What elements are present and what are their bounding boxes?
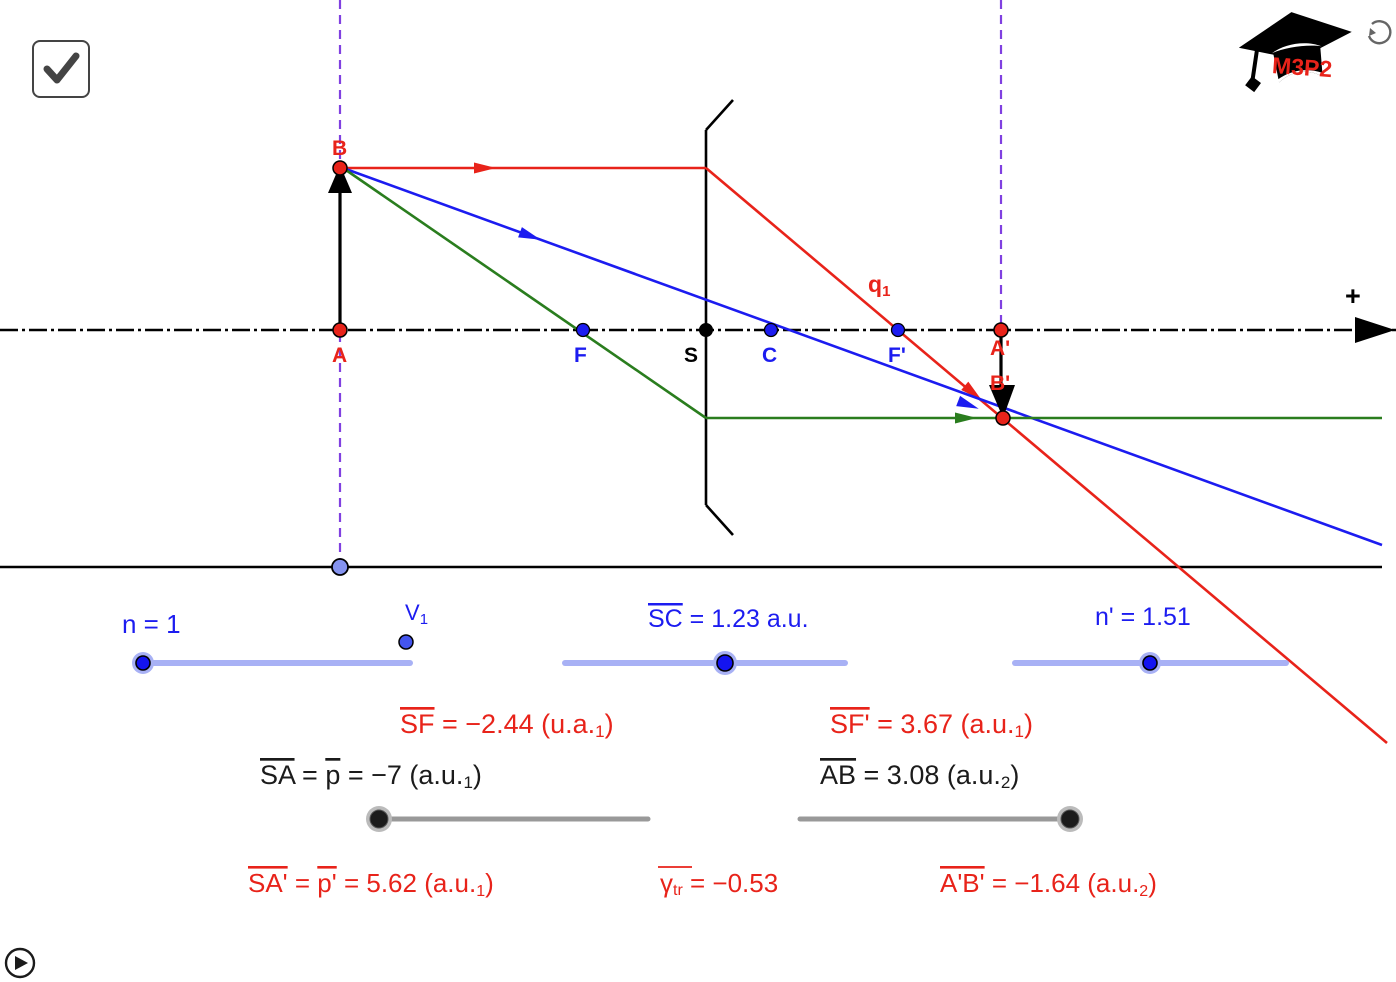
svg-text:A'B' = −1.64 (a.u.2): A'B' = −1.64 (a.u.2) xyxy=(940,868,1157,900)
svg-text:γtr = −0.53: γtr = −0.53 xyxy=(660,868,778,899)
svg-text:V1: V1 xyxy=(405,600,428,628)
svg-text:n' = 1.51: n' = 1.51 xyxy=(1095,603,1191,631)
svg-text:SC = 1.23 a.u.: SC = 1.23 a.u. xyxy=(648,605,809,633)
svg-text:SA' = p' = 5.62 (a.u.1): SA' = p' = 5.62 (a.u.1) xyxy=(248,868,494,900)
svg-text:n = 1: n = 1 xyxy=(122,609,181,639)
svg-text:AB = 3.08 (a.u.2): AB = 3.08 (a.u.2) xyxy=(820,760,1019,792)
svg-text:SA = p = −7 (a.u.1): SA = p = −7 (a.u.1) xyxy=(260,760,482,792)
svg-text:SF' = 3.67 (a.u.1): SF' = 3.67 (a.u.1) xyxy=(830,709,1033,741)
svg-text:SF = −2.44 (u.a.1): SF = −2.44 (u.a.1) xyxy=(400,709,614,741)
